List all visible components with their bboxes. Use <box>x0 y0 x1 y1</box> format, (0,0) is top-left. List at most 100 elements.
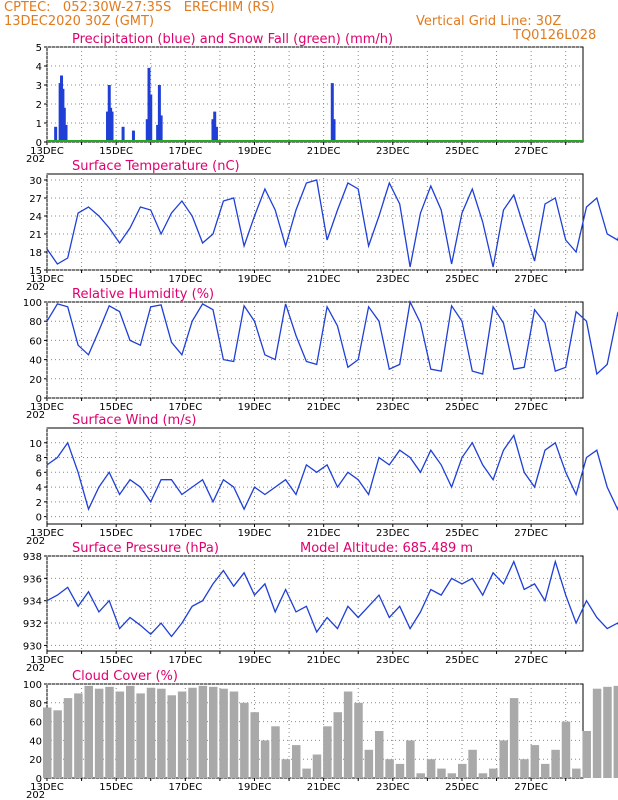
y-tick-label: 24 <box>29 212 42 223</box>
cloud-bar <box>125 685 135 778</box>
x-tick-label: 25DEC <box>445 402 479 413</box>
cloud-bar <box>582 731 591 778</box>
y-tick-label: 4 <box>36 483 42 494</box>
x-tick-label: 27DEC <box>514 782 548 793</box>
x-tick-label: 13DEC <box>30 274 64 285</box>
wind-series-line <box>46 433 618 512</box>
cloud-bar <box>74 693 83 778</box>
y-tick-label: 938 <box>23 552 42 563</box>
y-tick-label: 2 <box>36 498 42 509</box>
x-tick-label: 19DEC <box>238 402 272 413</box>
pressure-series-line <box>46 559 618 638</box>
wind-panel: 0 2 4 6 8 10 13DEC 15DEC 17DEC 19DEC 21DEC 23DEC 25D… <box>26 413 618 547</box>
plot-frame <box>46 555 584 652</box>
year-stub: 202 <box>26 536 45 547</box>
cloud-bar <box>613 685 618 778</box>
x-tick-label: 25DEC <box>445 274 479 285</box>
panel-title: Surface Pressure (hPa) <box>72 541 219 556</box>
x-tick-label: 13DEC <box>30 655 64 666</box>
cloud-bar <box>395 763 405 778</box>
x-tick-label: 27DEC <box>514 402 548 413</box>
y-tick-label: 932 <box>23 619 42 630</box>
x-tick-label: 23DEC <box>376 655 410 666</box>
cloud-bar <box>115 691 125 778</box>
cloud-bar <box>157 688 166 778</box>
x-tick-label: 15DEC <box>99 146 133 157</box>
cloud-bar <box>540 763 550 778</box>
precip-bar <box>131 130 135 142</box>
cloud-bar <box>219 688 228 778</box>
y-tick-label: 100 <box>23 298 42 309</box>
cloud-bar <box>561 721 571 778</box>
x-tick-label: 27DEC <box>514 528 548 539</box>
y-tick-label: 0 <box>36 774 42 785</box>
cloud-bar <box>499 740 508 778</box>
x-tick-label: 17DEC <box>168 274 202 285</box>
y-tick-label: 30 <box>29 176 42 187</box>
x-tick-label: 21DEC <box>307 655 341 666</box>
precip-bar <box>330 83 334 142</box>
cloud-bar <box>364 749 374 778</box>
precip-bar <box>332 119 336 142</box>
cloud-bar <box>250 712 259 778</box>
y-tick-label: 936 <box>23 574 42 585</box>
y-tick-label: 5 <box>36 43 42 54</box>
precip-bar <box>110 111 114 142</box>
cloud-bar <box>146 687 156 778</box>
x-tick-label: 21DEC <box>307 274 341 285</box>
cloud-bar <box>84 685 93 778</box>
x-tick-label: 15DEC <box>99 655 133 666</box>
precip-bar <box>64 124 68 142</box>
y-tick-label: 2 <box>36 100 42 111</box>
model-code: TQ0126L028 <box>513 28 597 43</box>
x-tick-label: 13DEC <box>30 528 64 539</box>
grid-note: Vertical Grid Line: 30Z <box>416 14 562 29</box>
y-tick-label: 930 <box>23 641 42 652</box>
cloud-bar <box>437 768 446 778</box>
y-tick-label: 0 <box>36 394 42 405</box>
precip-bar <box>159 115 163 142</box>
y-tick-label: 18 <box>29 248 42 259</box>
cloud-bar <box>592 688 602 778</box>
x-tick-label: 25DEC <box>445 528 479 539</box>
precip-bar <box>213 111 217 142</box>
cloud-bar <box>385 759 394 778</box>
y-tick-label: 4 <box>36 62 42 73</box>
cloud-bar <box>281 759 291 778</box>
temperature-panel: 15 18 21 24 27 30 13DEC 15DEC 17DEC 19DEC 21DEC 23D… <box>26 159 618 293</box>
cloud-bar <box>312 754 322 778</box>
cloud-bar <box>572 768 581 778</box>
y-tick-label: 3 <box>36 81 42 92</box>
rh-series-line <box>46 299 618 376</box>
x-tick-label: 23DEC <box>376 274 410 285</box>
cloud-panel: 0 20 40 60 80 100 13DEC 15DEC 17DEC 19DEC 21DEC 23D… <box>23 669 618 800</box>
precip-bar <box>54 126 58 142</box>
y-tick-label: 934 <box>23 597 42 608</box>
precip-panel: 0 1 2 3 4 5 13DEC 15DEC 17DEC 19DEC 21DEC 23DEC 25DE… <box>26 32 584 165</box>
x-tick-label: 21DEC <box>307 782 341 793</box>
cloud-bar <box>229 691 239 778</box>
y-tick-label: 27 <box>29 194 42 205</box>
x-tick-label: 21DEC <box>307 402 341 413</box>
precip-bar <box>157 85 161 142</box>
x-tick-label: 13DEC <box>30 402 64 413</box>
cloud-bar <box>291 745 301 778</box>
x-tick-label: 23DEC <box>376 528 410 539</box>
x-tick-label: 15DEC <box>99 274 133 285</box>
y-tick-label: 80 <box>29 699 42 710</box>
cloud-bar <box>240 702 249 778</box>
y-tick-label: 10 <box>29 439 42 450</box>
precip-bar <box>106 111 110 142</box>
cloud-bar <box>551 749 560 778</box>
x-tick-label: 17DEC <box>168 782 202 793</box>
x-tick-label: 19DEC <box>238 146 272 157</box>
y-tick-label: 20 <box>29 755 42 766</box>
x-tick-label: 17DEC <box>168 655 202 666</box>
y-tick-label: 40 <box>29 356 42 367</box>
x-tick-label: 13DEC <box>30 782 64 793</box>
cloud-bar <box>478 773 488 778</box>
cloud-bar <box>167 695 176 778</box>
cloud-bar <box>416 773 425 778</box>
x-tick-label: 23DEC <box>376 402 410 413</box>
